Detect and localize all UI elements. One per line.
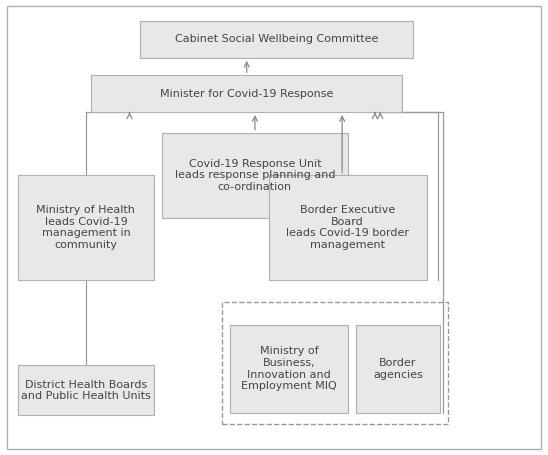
FancyBboxPatch shape [356, 325, 440, 413]
FancyBboxPatch shape [92, 75, 402, 112]
FancyBboxPatch shape [269, 176, 427, 279]
FancyBboxPatch shape [18, 365, 154, 415]
Text: Minister for Covid-19 Response: Minister for Covid-19 Response [160, 89, 333, 99]
Text: District Health Boards
and Public Health Units: District Health Boards and Public Health… [21, 379, 151, 401]
FancyBboxPatch shape [230, 325, 347, 413]
Text: Border
agencies: Border agencies [373, 358, 423, 379]
Text: Covid-19 Response Unit
leads response planning and
co-ordination: Covid-19 Response Unit leads response pl… [175, 159, 335, 192]
Text: Ministry of
Business,
Innovation and
Employment MIQ: Ministry of Business, Innovation and Emp… [241, 346, 337, 391]
Text: Border Executive
Board
leads Covid-19 border
management: Border Executive Board leads Covid-19 bo… [286, 205, 409, 250]
Text: Cabinet Social Wellbeing Committee: Cabinet Social Wellbeing Committee [175, 35, 379, 45]
Text: Ministry of Health
leads Covid-19
management in
community: Ministry of Health leads Covid-19 manage… [37, 205, 135, 250]
FancyBboxPatch shape [18, 176, 154, 279]
FancyBboxPatch shape [140, 21, 413, 58]
FancyBboxPatch shape [162, 132, 347, 218]
